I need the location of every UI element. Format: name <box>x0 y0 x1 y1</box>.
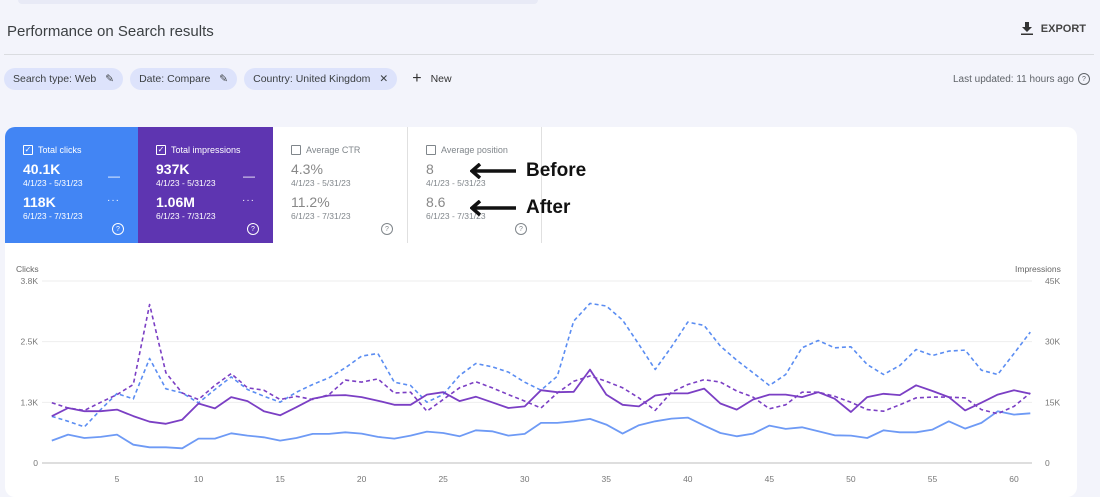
y-axis-left-label: Clicks <box>16 264 39 274</box>
plus-icon: + <box>412 70 422 87</box>
dashed-line-legend-icon: ··· <box>242 195 255 206</box>
filter-chip-search-type[interactable]: Search type: Web ✎ <box>4 68 124 90</box>
checkbox-checked-icon[interactable]: ✓ <box>156 145 166 155</box>
metric-label: Average CTR <box>306 145 361 155</box>
annotation-after-text: After <box>526 197 571 218</box>
x-tick: 55 <box>928 474 938 484</box>
annotation-before: Before <box>470 160 586 182</box>
page-title: Performance on Search results <box>7 23 214 40</box>
metric-label: Total impressions <box>171 145 241 155</box>
metric-label: Average position <box>441 145 508 155</box>
metric-range-after: 6/1/23 - 7/31/23 <box>426 211 486 221</box>
filter-chip-country[interactable]: Country: United Kingdom ✕ <box>244 68 398 90</box>
metric-range-before: 4/1/23 - 5/31/23 <box>23 178 83 188</box>
pencil-icon[interactable]: ✎ <box>219 73 229 85</box>
y-tick-left: 3.8K <box>21 276 39 286</box>
metric-value-before: 4.3% <box>291 161 323 177</box>
help-icon[interactable]: ? <box>112 223 124 235</box>
x-tick: 60 <box>1009 474 1019 484</box>
metric-total-clicks[interactable]: ✓ Total clicks 40.1K 4/1/23 - 5/31/23 118… <box>5 127 138 243</box>
metric-value-after: 1.06M <box>156 194 195 210</box>
x-tick: 5 <box>115 474 120 484</box>
y-tick-right: 15K <box>1045 397 1060 407</box>
metric-range-after: 6/1/23 - 7/31/23 <box>23 211 83 221</box>
export-label: EXPORT <box>1040 22 1086 35</box>
checkbox-icon[interactable] <box>426 145 436 155</box>
help-icon[interactable]: ? <box>515 223 527 235</box>
metric-value-before: 40.1K <box>23 161 61 177</box>
x-tick: 45 <box>765 474 775 484</box>
last-updated: Last updated: 11 hours ago? <box>953 73 1090 85</box>
series-line-left-solid <box>51 410 1031 450</box>
metric-total-impressions[interactable]: ✓ Total impressions 937K 4/1/23 - 5/31/23… <box>138 127 273 243</box>
y-tick-left: 0 <box>33 458 38 468</box>
solid-line-legend-icon: — <box>108 169 120 183</box>
dashed-line-legend-icon: ··· <box>107 195 120 206</box>
y-tick-right: 30K <box>1045 337 1060 347</box>
series-line-left-dashed <box>51 302 1031 428</box>
new-label: New <box>430 73 452 85</box>
metric-value-after: 11.2% <box>291 194 330 210</box>
annotation-after: After <box>470 197 570 219</box>
y-tick-right: 45K <box>1045 276 1060 286</box>
metric-value-before: 937K <box>156 161 190 177</box>
chip-label: Date: Compare <box>139 73 211 85</box>
arrow-left-icon <box>470 163 516 179</box>
checkbox-checked-icon[interactable]: ✓ <box>23 145 33 155</box>
series-line-right-dashed <box>51 303 1031 415</box>
metric-range-after: 6/1/23 - 7/31/23 <box>156 211 216 221</box>
y-axis-right-label: Impressions <box>1015 264 1061 274</box>
download-icon <box>1020 22 1033 35</box>
x-tick: 40 <box>683 474 693 484</box>
checkbox-icon[interactable] <box>291 145 301 155</box>
y-tick-left: 2.5K <box>21 337 39 347</box>
last-updated-text: Last updated: 11 hours ago <box>952 73 1074 85</box>
arrow-left-icon <box>470 200 516 216</box>
x-tick: 35 <box>602 474 612 484</box>
divider <box>4 54 1094 55</box>
help-icon[interactable]: ? <box>381 223 393 235</box>
x-tick: 50 <box>846 474 856 484</box>
metric-value-after: 8.6 <box>426 194 446 210</box>
metric-range-before: 4/1/23 - 5/31/23 <box>426 178 486 188</box>
chip-label: Search type: Web <box>13 73 97 85</box>
top-bar <box>18 0 538 4</box>
metric-average-position[interactable]: Average position 8 4/1/23 - 5/31/23 8.6 … <box>408 127 542 243</box>
metric-range-before: 4/1/23 - 5/31/23 <box>156 178 216 188</box>
chip-label: Country: United Kingdom <box>253 73 371 85</box>
help-icon[interactable]: ? <box>1078 73 1090 85</box>
close-icon[interactable]: ✕ <box>379 73 389 85</box>
x-tick: 15 <box>275 474 285 484</box>
pencil-icon[interactable]: ✎ <box>105 73 115 85</box>
filter-chip-date[interactable]: Date: Compare ✎ <box>130 68 238 90</box>
metric-value-after: 118K <box>23 194 56 210</box>
metric-label: Total clicks <box>38 145 82 155</box>
new-filter-button[interactable]: + New <box>412 70 451 88</box>
metric-range-before: 4/1/23 - 5/31/23 <box>291 178 351 188</box>
x-tick: 20 <box>357 474 367 484</box>
filter-bar: Search type: Web ✎ Date: Compare ✎ Country… <box>4 68 452 90</box>
annotation-before-text: Before <box>526 160 587 181</box>
metric-range-after: 6/1/23 - 7/31/23 <box>291 211 351 221</box>
solid-line-legend-icon: — <box>243 169 255 183</box>
export-button[interactable]: EXPORT <box>1020 22 1086 35</box>
help-icon[interactable]: ? <box>247 223 259 235</box>
x-tick: 30 <box>520 474 530 484</box>
y-tick-left: 1.3K <box>21 397 39 407</box>
series-line-right-solid <box>51 368 1031 425</box>
metric-value-before: 8 <box>426 161 434 177</box>
x-tick: 10 <box>194 474 204 484</box>
x-tick: 25 <box>438 474 448 484</box>
metric-average-ctr[interactable]: Average CTR 4.3% 4/1/23 - 5/31/23 11.2% … <box>273 127 408 243</box>
y-tick-right: 0 <box>1045 458 1050 468</box>
